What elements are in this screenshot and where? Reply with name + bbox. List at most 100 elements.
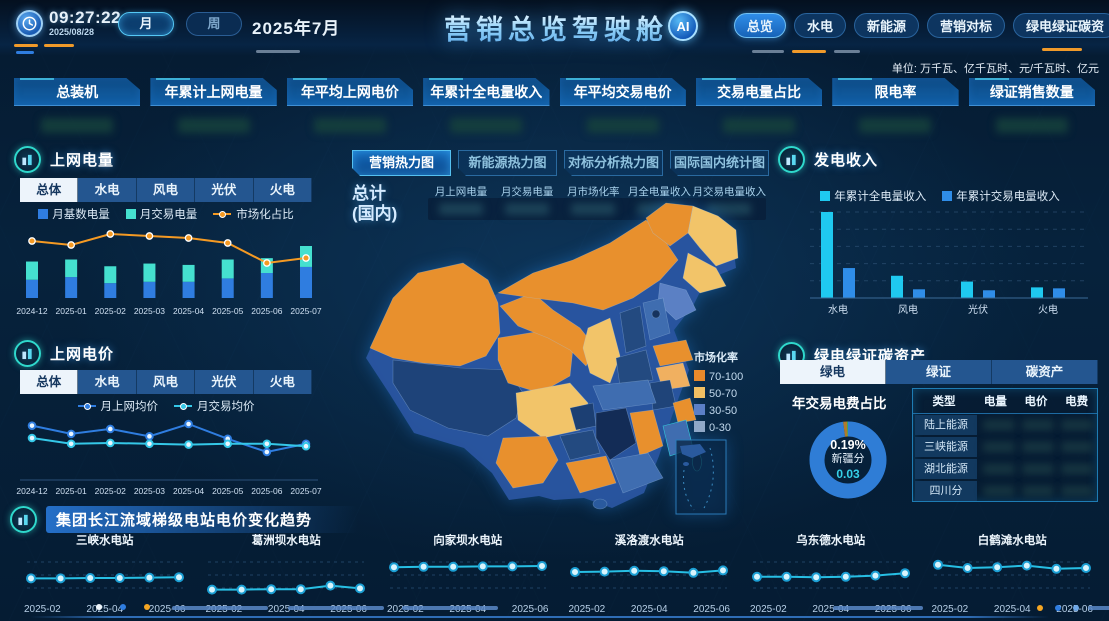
provinces: [369, 202, 739, 510]
footer-dash: [172, 606, 268, 610]
units-note: 单位: 万千瓦、亿千瓦时、元/千瓦时、亿元: [891, 63, 1099, 75]
kpi-card-ytd-grid-energy[interactable]: 年累计上网电量: [150, 78, 276, 133]
value-blurred: [982, 442, 1015, 452]
value-blurred: [1021, 464, 1054, 474]
svg-text:2025-05: 2025-05: [212, 486, 243, 496]
map-tab-marketing[interactable]: 营销热力图: [352, 150, 451, 176]
header-deco: [834, 50, 860, 53]
kpi-card-avg-grid-price[interactable]: 年平均上网电价: [287, 78, 413, 133]
tab-green-cert[interactable]: 绿证: [886, 360, 992, 384]
svg-text:2024-12: 2024-12: [16, 306, 47, 316]
panel-title: 上网电量: [50, 152, 115, 169]
net-price-tabs: 总体 水电 风电 光伏 火电: [20, 370, 313, 394]
ai-assistant-button[interactable]: AI: [668, 11, 698, 41]
map-tab-newenergy[interactable]: 新能源热力图: [458, 150, 557, 176]
kpi-value-blurred: [177, 118, 250, 133]
legend-swatch: [694, 370, 705, 381]
tab-thermal[interactable]: 火电: [253, 370, 313, 394]
nav-item-overview[interactable]: 总览: [733, 13, 786, 38]
header-deco: [256, 50, 300, 53]
tab-solar[interactable]: 光伏: [195, 178, 254, 202]
kpi-card-ytd-revenue[interactable]: 年累计全电量收入: [423, 78, 549, 133]
kpi-card-trade-ratio[interactable]: 交易电量占比: [696, 78, 822, 133]
value-blurred: [982, 464, 1015, 474]
kpi-card-green-cert-sales[interactable]: 绿证销售数量: [969, 78, 1095, 133]
footer-dash: [833, 606, 923, 610]
map-tab-intl[interactable]: 国际国内统计图: [670, 150, 769, 176]
kpi-card-installed-capacity[interactable]: 总装机: [14, 78, 140, 133]
map-tab-benchmark[interactable]: 对标分析热力图: [564, 150, 663, 176]
bar-chart-icon: [10, 506, 37, 533]
kpi-value-blurred: [41, 118, 114, 133]
table-row: 湖北能源: [913, 458, 1097, 480]
green-table[interactable]: 类型 电量 电价 电费 陆上能源 三峡能源 湖北能源 四川分 长江电力 新疆分: [912, 388, 1098, 502]
legend-line-swatch: [174, 402, 192, 410]
header-deco: [44, 44, 74, 47]
svg-text:2025-02: 2025-02: [95, 486, 126, 496]
fee-share-donut: 0.19% 新疆分 0.03: [800, 412, 896, 508]
tab-hydro[interactable]: 水电: [78, 178, 137, 202]
nav-item-newenergy[interactable]: 新能源: [853, 13, 919, 38]
mini-chart-xiluodu: 溪洛渡水电站 2025-02 2025-04 2025-06: [568, 535, 730, 615]
kpi-card-curtailment-rate[interactable]: 限电率: [832, 78, 958, 133]
map-tabs: 营销热力图 新能源热力图 对标分析热力图 国际国内统计图: [352, 150, 769, 176]
footer-dash: [1088, 606, 1109, 610]
legend-line-swatch: [213, 210, 232, 218]
kpi-card-avg-trade-price[interactable]: 年平均交易电价: [560, 78, 686, 133]
tab-wind[interactable]: 风电: [136, 178, 196, 202]
header-deco: [752, 50, 784, 53]
nav-item-hydro[interactable]: 水电: [793, 13, 846, 38]
bar-chart-icon: [778, 146, 805, 173]
svg-text:2025-07: 2025-07: [290, 486, 321, 496]
table-row: 陆上能源: [913, 414, 1097, 436]
net-energy-legend: 月基数电量 月交易电量 市场化占比: [20, 206, 312, 222]
kpi-value-blurred: [859, 118, 932, 133]
kpi-value-blurred: [995, 118, 1068, 133]
panel-title: 发电收入: [814, 152, 879, 169]
gen-income-legend: 年累计全电量收入 年累计交易电量收入: [782, 188, 1098, 204]
tab-hydro[interactable]: 水电: [78, 370, 137, 394]
period-week-button[interactable]: 周: [186, 12, 242, 36]
svg-text:2025-06: 2025-06: [251, 486, 282, 496]
value-blurred: [439, 203, 484, 215]
nav-item-green[interactable]: 绿电绿证碳资: [1012, 13, 1109, 38]
footer-dot: [96, 604, 102, 610]
kpi-row: 总装机 年累计上网电量 年平均上网电价 年累计全电量收入 年平均交易电价 交易电…: [14, 78, 1095, 133]
tab-carbon[interactable]: 碳资产: [992, 360, 1098, 384]
clock-widget: 09:27:22 2025/08/28: [16, 9, 121, 37]
station-trend-charts: 三峡水电站 2025-02 2025-04 2025-06 葛洲坝水电站 2025-…: [14, 532, 1103, 615]
value-blurred: [1021, 420, 1054, 430]
footer-line: [30, 616, 1049, 618]
china-map-container: [348, 198, 780, 516]
nav-item-benchmark[interactable]: 营销对标: [926, 13, 1005, 38]
gen-income-panel-header: 发电收入: [778, 146, 878, 173]
tab-total[interactable]: 总体: [20, 178, 79, 202]
svg-text:风电: 风电: [898, 303, 918, 316]
svg-text:2025-03: 2025-03: [134, 486, 165, 496]
net-energy-tabs: 总体 水电 风电 光伏 火电: [20, 178, 313, 202]
tab-total[interactable]: 总体: [20, 370, 79, 394]
tab-wind[interactable]: 风电: [136, 370, 196, 394]
footer-dash: [402, 606, 498, 610]
legend-swatch: [125, 209, 136, 219]
svg-text:2025-07: 2025-07: [290, 306, 321, 316]
value-blurred: [1061, 420, 1094, 430]
table-header-row: 类型 电量 电价 电费: [913, 389, 1097, 414]
legend-swatch: [820, 191, 831, 201]
value-blurred: [505, 203, 550, 215]
green-tabs: 绿电 绿证 碳资产: [780, 360, 1098, 384]
tab-green-power[interactable]: 绿电: [780, 360, 886, 384]
tab-solar[interactable]: 光伏: [195, 370, 254, 394]
svg-text:2025-03: 2025-03: [134, 306, 165, 316]
period-month-button[interactable]: 月: [118, 12, 174, 36]
map-total-label: 总计 (国内): [352, 184, 398, 224]
tab-thermal[interactable]: 火电: [253, 178, 313, 202]
header-deco: [1042, 48, 1082, 51]
svg-text:光伏: 光伏: [968, 303, 988, 316]
china-map[interactable]: [348, 198, 780, 516]
donut-percent: 0.19%: [830, 437, 866, 452]
net-price-panel-header: 上网电价: [14, 340, 114, 367]
legend-swatch: [694, 421, 705, 432]
